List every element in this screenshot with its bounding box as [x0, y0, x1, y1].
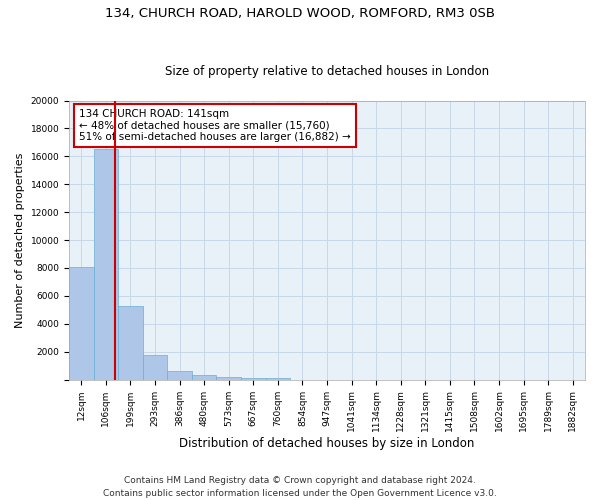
Bar: [241, 378, 266, 380]
Title: Size of property relative to detached houses in London: Size of property relative to detached ho…: [165, 66, 489, 78]
Bar: [143, 355, 167, 380]
Bar: [118, 306, 143, 380]
X-axis label: Distribution of detached houses by size in London: Distribution of detached houses by size …: [179, 437, 475, 450]
Bar: [266, 378, 290, 380]
Bar: [167, 371, 192, 380]
Bar: [94, 150, 118, 380]
Bar: [69, 266, 94, 380]
Bar: [217, 377, 241, 380]
Text: Contains HM Land Registry data © Crown copyright and database right 2024.
Contai: Contains HM Land Registry data © Crown c…: [103, 476, 497, 498]
Text: 134 CHURCH ROAD: 141sqm
← 48% of detached houses are smaller (15,760)
51% of sem: 134 CHURCH ROAD: 141sqm ← 48% of detache…: [79, 109, 351, 142]
Text: 134, CHURCH ROAD, HAROLD WOOD, ROMFORD, RM3 0SB: 134, CHURCH ROAD, HAROLD WOOD, ROMFORD, …: [105, 8, 495, 20]
Bar: [192, 375, 217, 380]
Y-axis label: Number of detached properties: Number of detached properties: [15, 152, 25, 328]
